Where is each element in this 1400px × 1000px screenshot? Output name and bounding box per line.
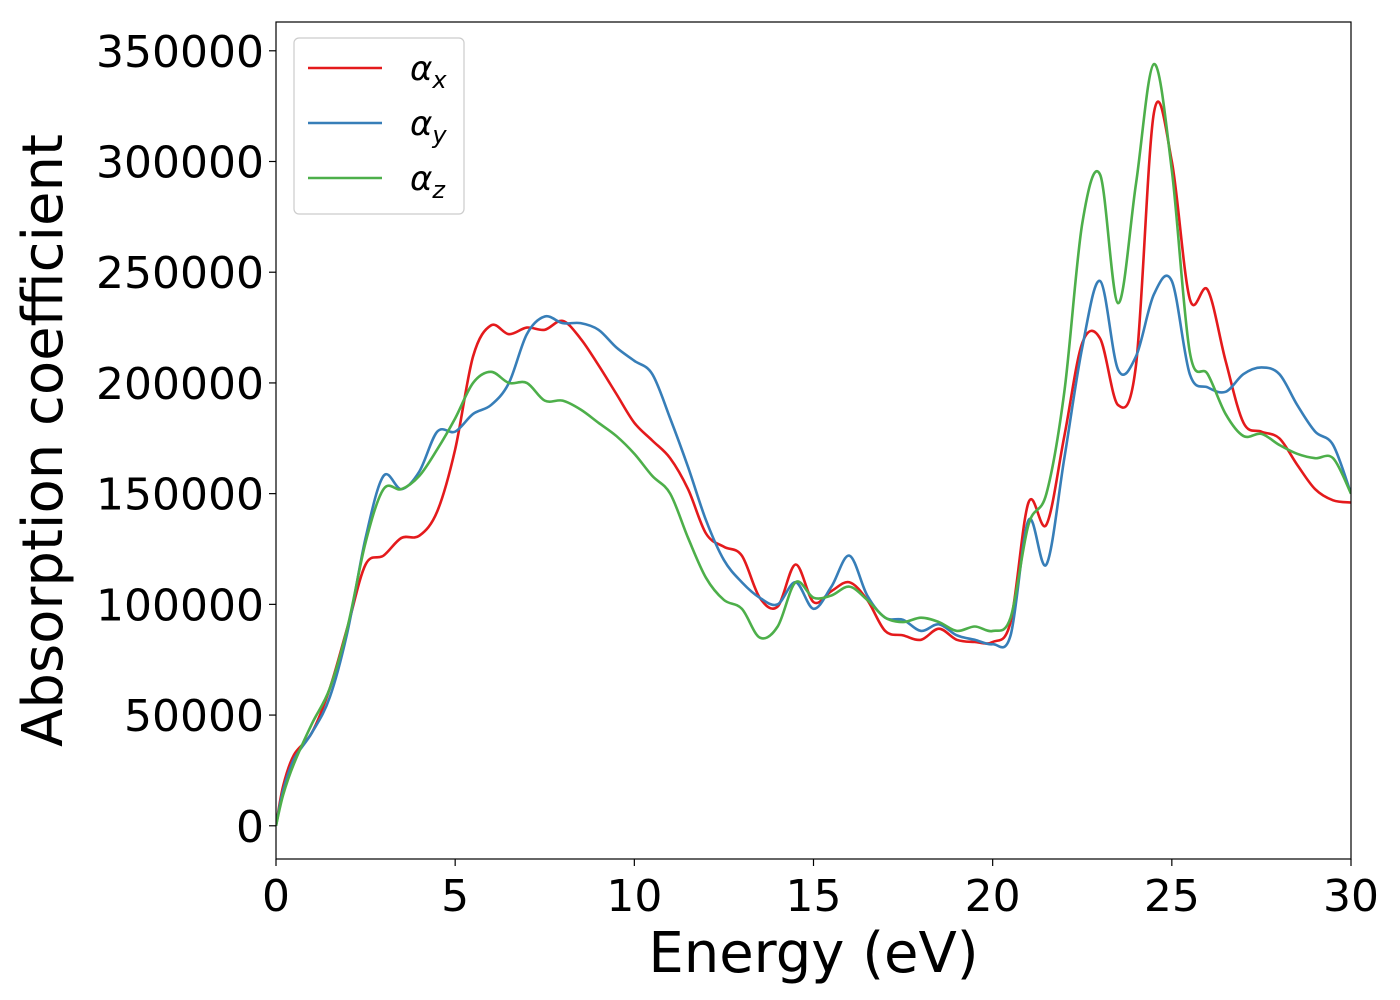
x-tick-label: 0 [262,871,290,922]
x-tick-label: 10 [606,871,662,922]
legend-label-x: αx [410,49,447,94]
y-tick-label: 350000 [96,27,264,78]
series-layer [276,62,1351,827]
y-axis-ticks: 0 50000 100000 150000 200000 250000 300000 3500… [96,27,276,853]
y-axis-title: Absorption coefficient [11,134,76,747]
x-tick-label: 25 [1144,871,1200,922]
series-line-y [276,274,1351,827]
y-tick-label: 300000 [96,138,264,189]
y-tick-label: 200000 [96,359,264,410]
legend: αx αy αz [293,37,465,215]
y-tick-label: 150000 [96,470,264,521]
x-tick-label: 15 [786,871,842,922]
legend-box [293,37,465,215]
y-tick-label: 50000 [124,691,264,742]
x-tick-label: 30 [1323,871,1379,922]
x-tick-label: 20 [965,871,1021,922]
x-axis-title: Energy (eV) [648,921,978,986]
y-tick-label: 100000 [96,580,264,631]
y-tick-label: 250000 [96,248,264,299]
legend-label-z: αz [410,159,446,204]
legend-label-y: αy [410,104,447,149]
x-axis-ticks: 0 5 10 15 20 25 30 [262,859,1379,922]
series-line-z [276,62,1351,827]
y-tick-label: 0 [236,802,264,853]
x-tick-label: 5 [441,871,469,922]
